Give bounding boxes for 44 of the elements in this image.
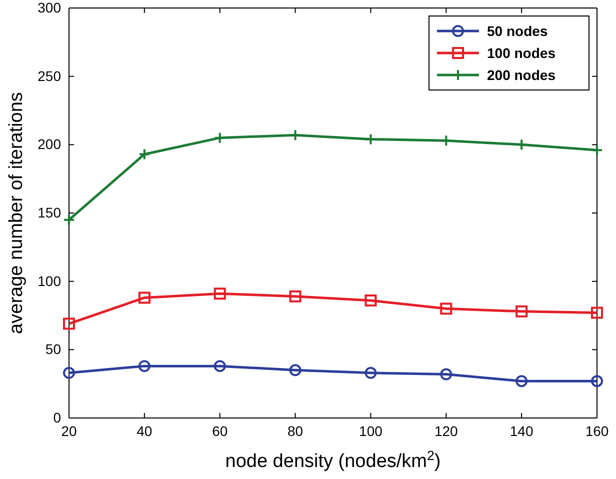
x-tick-label: 20 bbox=[61, 422, 77, 439]
point bbox=[591, 144, 603, 156]
y-tick-label: 250 bbox=[38, 68, 62, 84]
point bbox=[289, 364, 302, 376]
y-tick-label: 50 bbox=[45, 341, 62, 358]
x-tick-label: 160 bbox=[585, 422, 609, 439]
legend-label: 200 nodes bbox=[487, 67, 556, 83]
point bbox=[364, 366, 377, 379]
point bbox=[63, 366, 75, 379]
point bbox=[138, 292, 150, 304]
point bbox=[591, 375, 603, 388]
x-axis-title: node density (nodes/km$^{2}$) bbox=[225, 448, 441, 472]
x-tick-label: 140 bbox=[510, 422, 534, 439]
y-tick-label: 100 bbox=[38, 272, 62, 289]
x-tick-label: 100 bbox=[359, 422, 383, 439]
x-tick-label: 40 bbox=[136, 422, 152, 439]
legend-label: 50 nodes bbox=[487, 23, 548, 39]
x-tick-label: 80 bbox=[287, 422, 304, 439]
point bbox=[138, 360, 150, 372]
point bbox=[591, 306, 603, 319]
y-tick-label: 0 bbox=[53, 409, 62, 426]
point bbox=[138, 148, 150, 160]
point bbox=[289, 290, 302, 302]
y-axis-title: average number of iterations bbox=[6, 92, 27, 334]
point bbox=[516, 138, 528, 151]
point bbox=[516, 305, 528, 318]
point bbox=[63, 318, 75, 330]
point bbox=[516, 375, 528, 388]
point bbox=[440, 302, 452, 315]
point bbox=[364, 133, 377, 146]
point bbox=[364, 294, 377, 306]
y-tick-label: 300 bbox=[38, 0, 62, 16]
point bbox=[214, 288, 226, 300]
point bbox=[214, 132, 226, 144]
x-tick-label: 120 bbox=[434, 422, 458, 439]
point bbox=[63, 214, 75, 226]
point bbox=[214, 360, 226, 372]
y-tick-label: 200 bbox=[38, 136, 62, 152]
y-tick-label: 150 bbox=[38, 204, 62, 220]
point bbox=[289, 129, 302, 142]
legend-label: 100 nodes bbox=[487, 45, 556, 61]
x-tick-label: 60 bbox=[212, 422, 228, 439]
point bbox=[440, 368, 452, 380]
point bbox=[440, 134, 452, 147]
